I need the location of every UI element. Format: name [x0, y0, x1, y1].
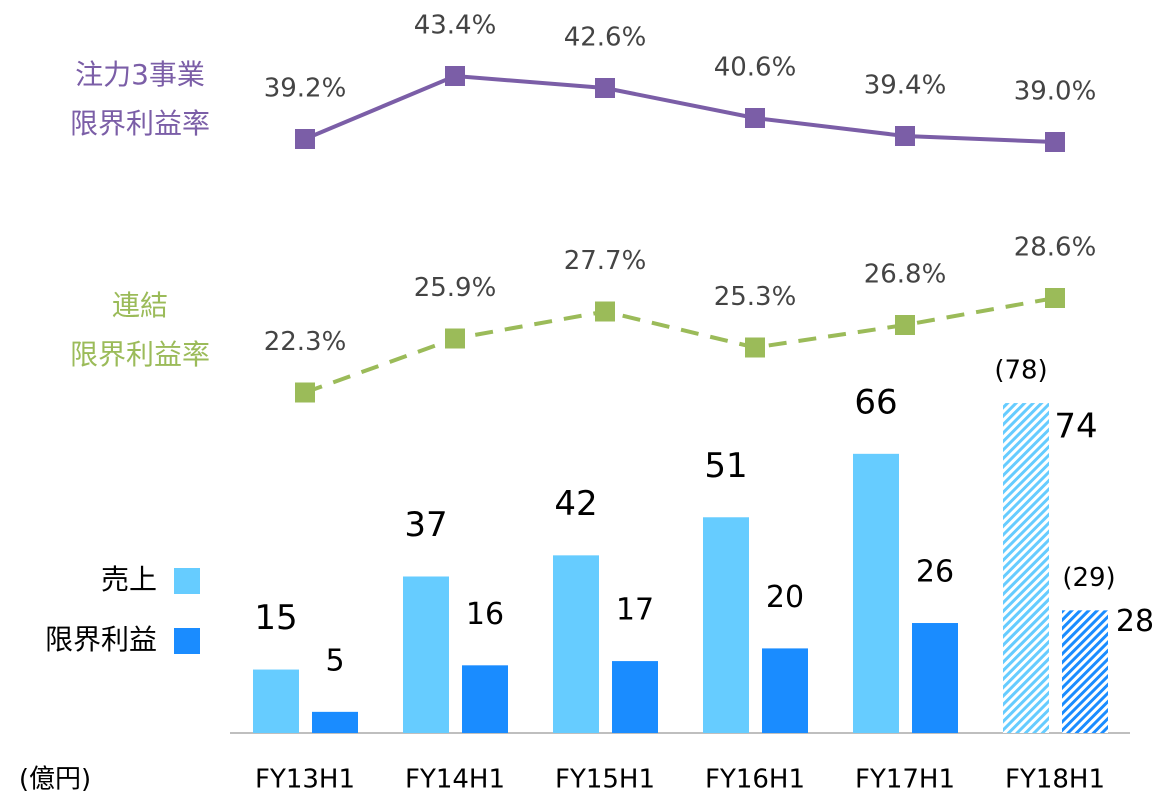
- bar-value-label: 5: [325, 643, 344, 678]
- line-value-label: 39.2%: [264, 74, 347, 104]
- line-marker: [295, 382, 315, 403]
- x-tick-label: FY15H1: [555, 765, 655, 795]
- x-tick-label: FY14H1: [405, 765, 505, 795]
- hatched-bar: [1003, 403, 1049, 733]
- line-marker: [745, 337, 765, 358]
- legend-label: 限界利益率: [70, 107, 210, 140]
- line-marker: [1045, 288, 1065, 308]
- bar-value-label: 37: [404, 505, 447, 545]
- line: [304, 296, 1056, 395]
- line-value-label: 27.7%: [564, 246, 647, 276]
- bar: [853, 453, 899, 733]
- legend-label: 注力3事業: [75, 58, 205, 91]
- line-marker: [595, 78, 615, 98]
- legend-label: 売上: [101, 563, 157, 596]
- bar: [462, 665, 508, 733]
- line-marker: [445, 66, 465, 86]
- line-marker: [445, 328, 465, 349]
- bar: [703, 517, 749, 733]
- overlay-label: (29): [1062, 563, 1115, 593]
- line-marker: [595, 301, 615, 322]
- bar: [612, 661, 658, 733]
- bar-value-label: 66: [854, 382, 897, 422]
- bar: [553, 555, 599, 733]
- bar-value-label: 51: [704, 446, 747, 486]
- bar-value-label: 74: [1054, 406, 1097, 446]
- line-value-label: 43.4%: [414, 11, 497, 41]
- line-value-label: 40.6%: [714, 53, 797, 83]
- line-value-label: 42.6%: [564, 23, 647, 53]
- bar-value-label: 28: [1116, 604, 1154, 639]
- bar-value-label: 20: [766, 580, 804, 615]
- line-marker: [1045, 132, 1065, 152]
- bar: [762, 648, 808, 733]
- overlay-label: (78): [994, 356, 1047, 386]
- x-tick-label: FY17H1: [855, 765, 955, 795]
- legend-label: 限界利益率: [70, 338, 210, 371]
- line-marker: [295, 129, 315, 149]
- x-tick-label: FY13H1: [255, 765, 355, 795]
- legend-label: 限界利益: [45, 623, 157, 656]
- line: [304, 73, 1056, 144]
- bar: [403, 576, 449, 733]
- hatched-bar: [1062, 610, 1108, 733]
- line-marker: [895, 315, 915, 335]
- bar: [312, 711, 358, 733]
- line-value-label: 39.4%: [864, 71, 947, 101]
- line-value-label: 22.3%: [264, 327, 347, 357]
- bar-value-label: 42: [554, 484, 597, 524]
- line-value-label: 39.0%: [1014, 77, 1097, 107]
- line-value-label: 25.9%: [414, 273, 497, 303]
- x-tick-label: FY18H1: [1005, 765, 1105, 795]
- legend-swatch: [174, 628, 200, 654]
- bar: [253, 669, 299, 733]
- line-value-label: 25.3%: [714, 282, 797, 312]
- legend-label: 連結: [112, 289, 168, 322]
- x-tick-label: FY16H1: [705, 765, 805, 795]
- line-value-label: 26.8%: [864, 260, 947, 290]
- bar-value-label: 16: [466, 597, 504, 632]
- unit-label: (億円): [19, 765, 91, 795]
- line-marker: [745, 108, 765, 128]
- bar-value-label: 26: [916, 555, 954, 590]
- legend-swatch: [174, 568, 200, 594]
- bar-value-label: 17: [616, 593, 654, 628]
- line-value-label: 28.6%: [1014, 233, 1097, 263]
- bar-value-label: 15: [254, 598, 297, 638]
- line-marker: [895, 126, 915, 146]
- bar: [912, 623, 958, 733]
